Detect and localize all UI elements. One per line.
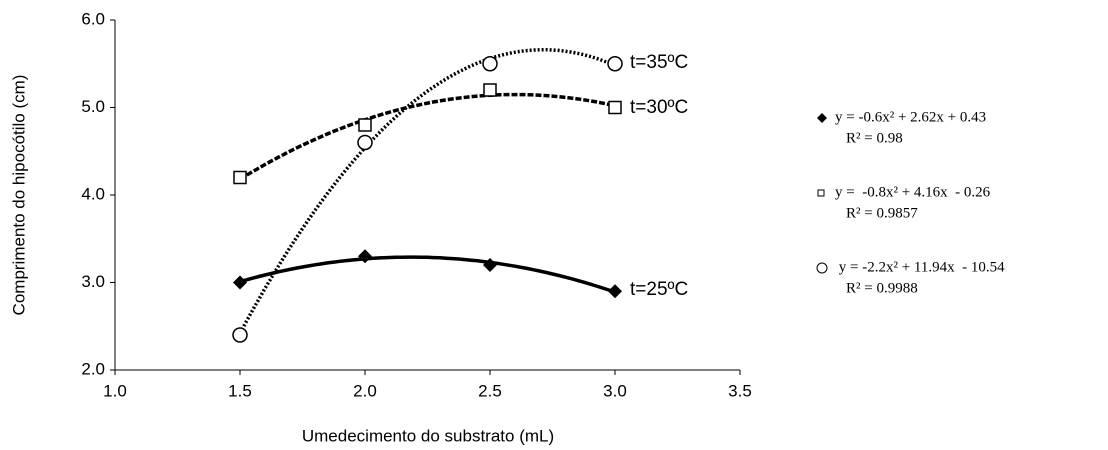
legend-r-squared: R² = 0.98 xyxy=(846,130,903,146)
legend-marker xyxy=(817,113,827,123)
y-tick-label: 5.0 xyxy=(81,97,105,116)
point xyxy=(357,134,373,151)
x-tick-label: 3.5 xyxy=(728,381,752,400)
legend-equation: y = -0.6x² + 2.62x + 0.43 xyxy=(835,109,986,125)
x-axis-title: Umedecimento do substrato (mL) xyxy=(302,426,554,445)
series-label: t=30ºC xyxy=(630,97,688,118)
legend-r-squared: R² = 0.9857 xyxy=(846,205,918,221)
y-tick-label: 6.0 xyxy=(81,9,105,28)
x-tick-label: 3.0 xyxy=(603,381,627,400)
legend-equation: y = -2.2x² + 11.94x - 10.54 xyxy=(835,259,1005,275)
point xyxy=(608,284,622,299)
point xyxy=(483,258,497,272)
point xyxy=(232,327,248,343)
y-axis-title: Comprimento do hipocótilo (cm) xyxy=(9,75,28,316)
point xyxy=(482,56,498,72)
point xyxy=(233,275,247,290)
y-tick-label: 4.0 xyxy=(81,184,105,203)
x-tick-label: 1.5 xyxy=(228,381,252,400)
point xyxy=(483,83,497,97)
y-tick-label: 3.0 xyxy=(81,272,105,291)
point xyxy=(358,118,372,132)
legend-equation: y = -0.8x² + 4.16x - 0.26 xyxy=(835,184,991,200)
point xyxy=(233,170,247,185)
point xyxy=(608,100,622,115)
trendline xyxy=(239,92,616,181)
x-tick-label: 2.5 xyxy=(478,381,502,400)
series-label: t=35ºC xyxy=(630,52,688,73)
point xyxy=(607,56,623,72)
x-tick-label: 1.0 xyxy=(103,381,127,400)
x-tick-label: 2.0 xyxy=(353,381,377,400)
legend-r-squared: R² = 0.9988 xyxy=(846,280,918,296)
series-label: t=25ºC xyxy=(630,279,688,300)
point xyxy=(358,249,372,264)
legend-marker xyxy=(816,262,828,274)
trendline xyxy=(239,255,616,294)
legend-marker xyxy=(817,189,825,197)
y-tick-label: 2.0 xyxy=(81,359,105,378)
trendline xyxy=(238,47,616,335)
